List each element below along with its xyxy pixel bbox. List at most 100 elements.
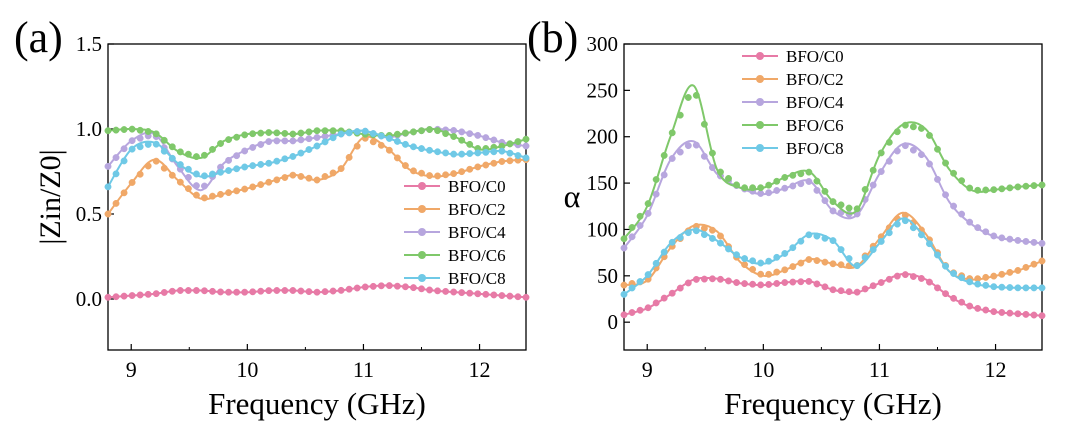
- legend-item: BFO/C2: [404, 200, 506, 219]
- data-point: [620, 311, 628, 319]
- data-point: [845, 288, 853, 296]
- data-point: [692, 275, 700, 283]
- data-point: [1038, 312, 1046, 320]
- legend-swatch-marker: [756, 52, 764, 60]
- data-point: [765, 257, 773, 265]
- data-point: [273, 137, 281, 145]
- data-point: [241, 288, 249, 296]
- data-point: [837, 246, 845, 254]
- data-point: [628, 224, 636, 231]
- data-point: [909, 224, 917, 232]
- data-point: [789, 263, 797, 271]
- data-point: [249, 288, 257, 296]
- data-point: [120, 189, 128, 197]
- data-point: [506, 149, 514, 157]
- data-point: [942, 290, 949, 298]
- y-tick-label: 50: [597, 264, 618, 288]
- data-point: [192, 287, 200, 294]
- data-point: [636, 222, 644, 229]
- data-point: [676, 284, 684, 292]
- data-point: [281, 155, 289, 163]
- data-point: [950, 270, 958, 277]
- data-point: [773, 187, 781, 194]
- data-point: [176, 148, 184, 156]
- data-point: [998, 283, 1006, 291]
- data-point: [805, 256, 813, 263]
- data-point: [966, 184, 974, 192]
- series-bfo-c8: [104, 127, 530, 191]
- legend-label: BFO/C8: [786, 139, 844, 158]
- data-point: [877, 168, 885, 175]
- data-point: [297, 149, 305, 157]
- data-point: [644, 200, 652, 208]
- data-point: [442, 130, 450, 138]
- data-point: [749, 184, 757, 192]
- data-point: [498, 292, 506, 299]
- data-point: [498, 147, 506, 155]
- data-point: [990, 272, 998, 280]
- data-point: [708, 275, 716, 283]
- data-point: [1038, 181, 1046, 189]
- data-point: [257, 160, 265, 168]
- data-point: [869, 181, 877, 189]
- data-point: [1030, 182, 1038, 190]
- data-point: [297, 173, 305, 180]
- data-point: [1006, 268, 1014, 276]
- data-point: [233, 152, 241, 160]
- data-point: [337, 130, 345, 138]
- legend-item: BFO/C4: [404, 223, 506, 242]
- data-point: [233, 133, 241, 141]
- data-point: [1022, 310, 1030, 318]
- data-point: [112, 126, 120, 134]
- data-point: [821, 187, 829, 195]
- data-point: [410, 143, 417, 151]
- data-point: [684, 279, 692, 287]
- data-point: [514, 152, 522, 159]
- data-point: [708, 149, 716, 157]
- data-point: [176, 161, 184, 169]
- data-point: [829, 237, 837, 245]
- data-point: [305, 174, 313, 182]
- y-tick-label: 0: [608, 310, 619, 334]
- data-point: [466, 130, 474, 138]
- data-point: [1014, 183, 1022, 191]
- data-point: [184, 150, 192, 158]
- data-point: [192, 170, 200, 178]
- data-point: [982, 273, 990, 281]
- data-point: [265, 138, 273, 146]
- data-point: [1038, 284, 1046, 292]
- legend-label: BFO/C6: [448, 246, 506, 265]
- data-point: [1022, 182, 1030, 190]
- data-point: [990, 283, 998, 291]
- data-point: [426, 172, 433, 180]
- data-point: [377, 132, 385, 140]
- data-point: [353, 284, 361, 292]
- x-tick-label: 9: [126, 357, 137, 382]
- data-point: [821, 283, 829, 291]
- data-point: [112, 293, 120, 301]
- data-point: [225, 189, 233, 197]
- data-point: [1014, 267, 1022, 274]
- data-point: [225, 136, 233, 144]
- legend-label: BFO/C0: [448, 177, 506, 196]
- data-point: [869, 246, 877, 254]
- data-point: [676, 148, 684, 156]
- legend-item: BFO/C6: [404, 246, 506, 265]
- legend-label: BFO/C2: [448, 200, 506, 219]
- y-axis-label: |Zin/Z0|: [34, 149, 67, 244]
- data-point: [209, 287, 216, 295]
- data-point: [434, 287, 442, 295]
- data-point: [1038, 257, 1046, 265]
- data-point: [217, 168, 224, 176]
- legend-item: BFO/C2: [742, 70, 844, 89]
- data-point: [514, 293, 522, 301]
- data-point: [104, 162, 112, 170]
- data-point: [909, 123, 917, 131]
- data-point: [265, 129, 273, 136]
- data-point: [813, 257, 821, 265]
- data-point: [885, 138, 893, 146]
- data-point: [781, 174, 789, 181]
- y-tick-label: 1.0: [76, 117, 102, 141]
- data-point: [313, 142, 321, 150]
- data-point: [104, 293, 112, 301]
